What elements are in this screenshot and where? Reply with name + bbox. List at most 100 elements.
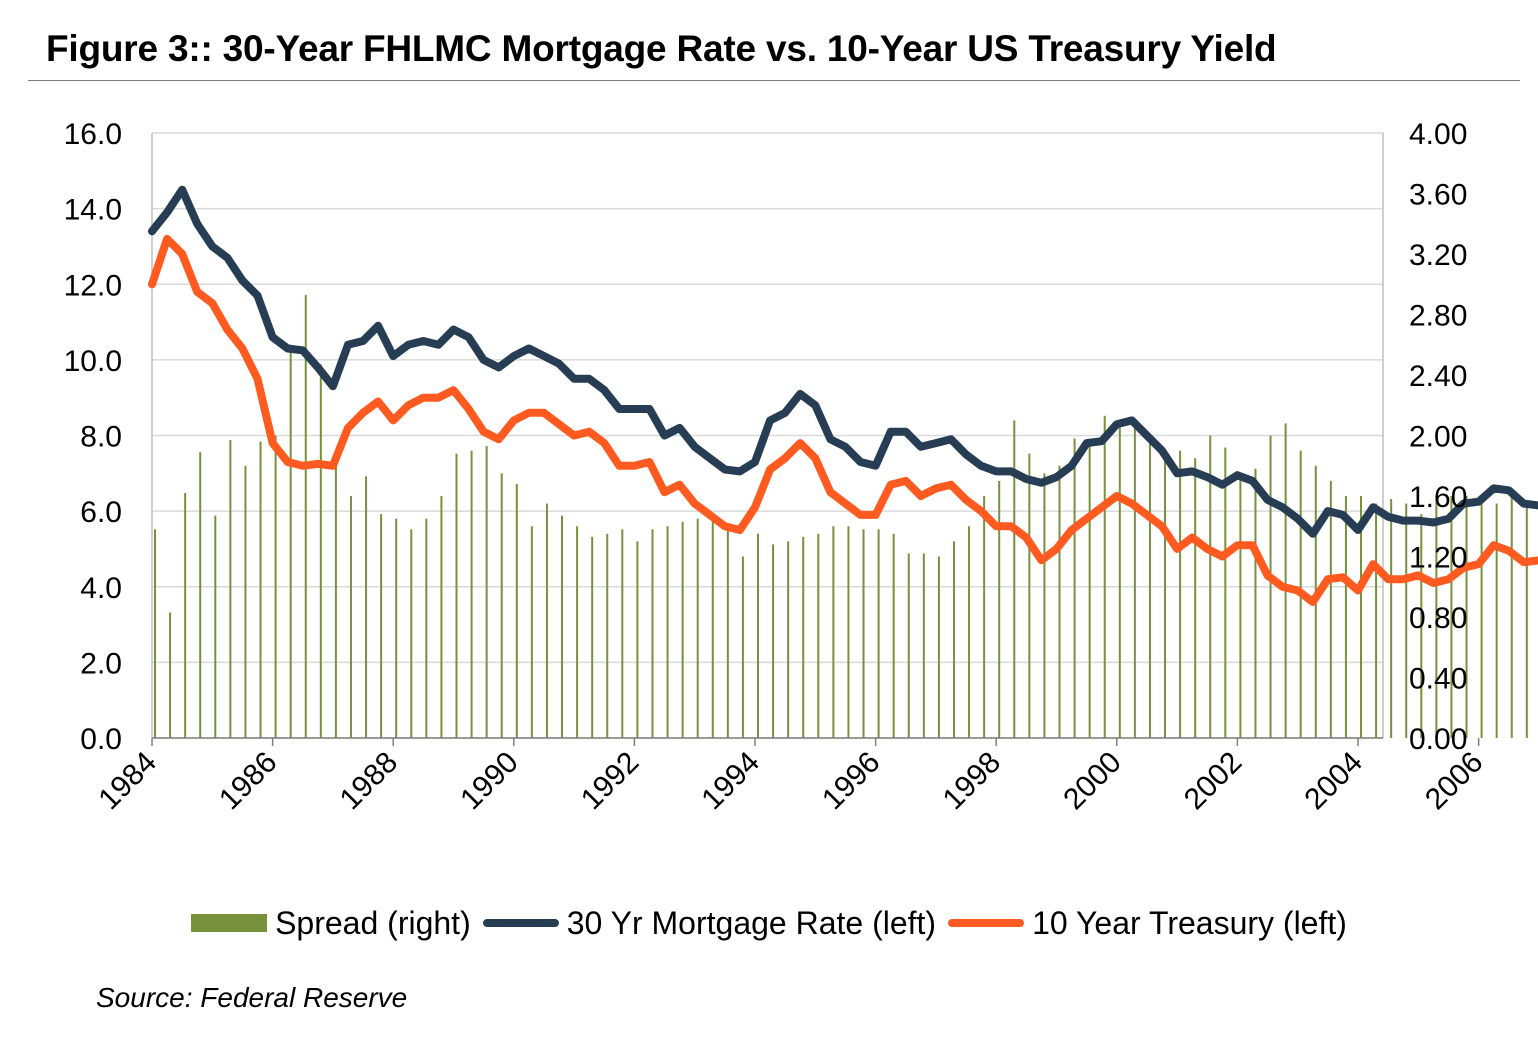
spread-bar	[1375, 503, 1378, 738]
spread-bar	[892, 533, 895, 738]
spread-bar	[1073, 438, 1076, 738]
spread-bar	[1179, 450, 1182, 738]
title-divider	[28, 80, 1520, 81]
spread-bar	[470, 450, 473, 738]
spread-bar	[515, 483, 518, 738]
spread-bar	[229, 440, 232, 738]
y-right-tick-label: 0.40	[1409, 663, 1467, 696]
spread-bar	[1133, 427, 1136, 738]
y-right-tick-label: 2.80	[1409, 300, 1467, 333]
spread-bar	[214, 515, 217, 738]
spread-bar	[1164, 450, 1167, 738]
legend-swatch-mortgage	[482, 919, 559, 927]
source-note: Source: Federal Reserve	[96, 982, 408, 1013]
spread-bar	[591, 536, 594, 738]
spread-bar	[666, 526, 669, 738]
spread-bar	[349, 496, 352, 738]
y-left-tick-label: 6.0	[80, 496, 122, 529]
spread-bar	[681, 521, 684, 738]
spread-bar	[968, 526, 971, 738]
rate-lines	[148, 185, 1538, 606]
chart-title: Figure 3:: 30-Year FHLMC Mortgage Rate v…	[46, 28, 1277, 69]
spread-bar	[154, 529, 156, 738]
spread-bar	[907, 553, 910, 738]
spread-bar	[1088, 443, 1091, 738]
spread-bar	[1043, 473, 1046, 738]
spread-bar	[952, 541, 955, 738]
spread-bar	[1480, 496, 1483, 738]
spread-bar	[1329, 480, 1332, 738]
y-right-tick-label: 1.20	[1409, 542, 1467, 575]
spread-bar	[802, 536, 805, 738]
mortgage-rate-line	[148, 185, 1538, 538]
spread-bar	[847, 526, 850, 738]
y-left-tick-label: 2.0	[80, 647, 122, 680]
spread-bar	[1435, 496, 1438, 738]
x-tick-label: 1994	[695, 746, 766, 817]
spread-bar	[757, 533, 759, 738]
spread-bar	[621, 529, 624, 738]
spread-bar	[485, 446, 488, 738]
y-right-tick-label: 3.60	[1409, 179, 1467, 212]
spread-bar	[576, 526, 579, 738]
spread-bar	[741, 556, 744, 738]
x-tick-label: 1996	[816, 746, 887, 817]
spread-bar	[199, 452, 202, 738]
spread-bar	[1118, 424, 1121, 738]
spread-bar	[877, 529, 880, 738]
spread-bar	[274, 435, 277, 738]
spread-bar	[1224, 447, 1227, 738]
legend-item-spread: Spread (right)	[191, 905, 471, 942]
spread-bar	[440, 496, 443, 738]
spread-bar	[1450, 496, 1453, 738]
legend-item-treasury: 10 Year Treasury (left)	[948, 905, 1347, 942]
spread-bar	[1390, 499, 1393, 738]
spread-bar	[380, 514, 383, 738]
spread-bar	[500, 473, 503, 738]
spread-bar	[289, 344, 292, 738]
legend-item-mortgage: 30 Yr Mortgage Rate (left)	[482, 905, 936, 942]
x-tick-label: 1992	[575, 746, 646, 817]
y-left-tick-label: 4.0	[80, 572, 122, 605]
y-axis-left: 0.0 2.0 4.0 6.0 8.0 10.0 12.0 14.0 16.0	[64, 118, 122, 756]
spread-bar	[304, 294, 307, 738]
x-tick-label: 2006	[1419, 746, 1490, 817]
spread-bar	[425, 518, 428, 738]
spread-bar	[1194, 458, 1197, 738]
spread-bar	[787, 541, 790, 738]
spread-bar	[711, 518, 714, 738]
spread-bar	[1013, 420, 1016, 738]
spread-bar	[1028, 453, 1031, 738]
spread-bar	[1254, 468, 1257, 738]
spread-bar	[334, 458, 337, 738]
x-tick-label: 1998	[937, 746, 1008, 817]
spread-bar	[998, 480, 1001, 738]
spread-bar	[184, 492, 187, 738]
spread-bar	[244, 465, 247, 738]
spread-bar	[636, 541, 639, 738]
spread-bar	[1510, 496, 1513, 738]
spread-bars	[154, 294, 1528, 738]
spread-bar	[922, 553, 925, 738]
y-right-tick-label: 2.00	[1409, 421, 1467, 454]
legend-swatch-spread	[191, 914, 268, 932]
spread-bar	[1239, 473, 1242, 738]
y-right-tick-label: 2.40	[1409, 360, 1467, 393]
x-tick-label: 2002	[1178, 746, 1249, 817]
y-left-tick-label: 10.0	[64, 345, 122, 378]
spread-bar	[365, 476, 368, 738]
x-tick-label: 1986	[213, 746, 284, 817]
spread-bar	[1058, 465, 1061, 738]
spread-bar	[1405, 503, 1408, 738]
spread-bar	[817, 533, 820, 738]
chart-legend: Spread (right) 30 Yr Mortgage Rate (left…	[0, 900, 1538, 946]
x-tick-label: 1988	[334, 746, 405, 817]
y-left-tick-label: 14.0	[64, 194, 122, 227]
x-tick-label: 1990	[454, 746, 525, 817]
x-tick-label: 1984	[92, 746, 163, 817]
spread-bar	[832, 526, 835, 738]
spread-bar	[937, 556, 940, 738]
spread-bar	[696, 518, 699, 738]
spread-bar	[410, 529, 413, 738]
legend-label-treasury: 10 Year Treasury (left)	[1032, 904, 1347, 941]
